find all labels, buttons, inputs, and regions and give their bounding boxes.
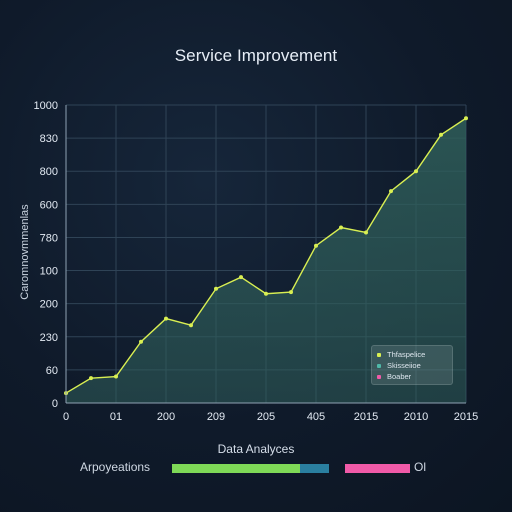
- data-point: [414, 169, 418, 174]
- legend-item: Boaber: [377, 371, 447, 382]
- y-tick-label: 600: [40, 199, 58, 211]
- x-tick-label: 209: [207, 411, 225, 423]
- x-tick-label: 200: [157, 411, 175, 423]
- data-point: [464, 116, 468, 121]
- x-tick-label: 205: [257, 411, 275, 423]
- data-points-group: [64, 116, 468, 396]
- data-point: [189, 323, 193, 328]
- bottom-legend-trailing-label: Ol: [414, 460, 426, 474]
- data-point: [339, 225, 343, 230]
- legend-swatch: [377, 374, 381, 379]
- x-tick-label: 2015: [354, 411, 378, 423]
- data-point: [89, 376, 93, 381]
- x-axis-label: Data Analyces: [217, 442, 295, 456]
- legend-label: Thfaspelice: [387, 350, 426, 359]
- data-point: [289, 290, 293, 295]
- data-point: [164, 316, 168, 321]
- y-tick-label: 830: [40, 133, 58, 145]
- data-point: [264, 291, 268, 296]
- y-tick-label: 100: [40, 266, 58, 278]
- data-point: [364, 230, 368, 235]
- data-point: [389, 189, 393, 194]
- y-tick-label: 800: [40, 166, 58, 178]
- legend-label: Skisseiioe: [387, 361, 421, 370]
- x-tick-label: 405: [307, 411, 325, 423]
- legend-label: Boaber: [387, 372, 412, 381]
- data-point: [314, 243, 318, 248]
- x-tick-labels: 0 01 200 209 205 405 2015 2010 2015: [63, 411, 478, 423]
- x-tick-label: 2010: [404, 411, 428, 423]
- bottom-legend-bar-green: [172, 464, 300, 473]
- data-point: [439, 132, 443, 137]
- y-tick-label: 230: [40, 332, 58, 344]
- x-tick-label: 2015: [454, 411, 478, 423]
- y-tick-label: 780: [40, 232, 58, 244]
- data-point: [114, 374, 118, 379]
- bottom-legend-bar-teal: [300, 464, 329, 473]
- chart-title: Service Improvement: [174, 46, 338, 65]
- legend-item: Thfaspelice: [377, 349, 447, 360]
- legend-item: Skisseiioe: [377, 360, 447, 371]
- y-tick-label: 1000: [34, 100, 58, 112]
- bottom-legend-label: Arpoyeations: [80, 460, 151, 474]
- y-tick-label: 60: [46, 365, 58, 377]
- y-tick-labels: 0 60 230 200 100 780 600 800 830 1000: [34, 100, 58, 410]
- data-point: [239, 275, 243, 280]
- bottom-legend-bar-pink: [345, 464, 410, 473]
- axis-group: [65, 105, 466, 404]
- x-tick-label: 0: [63, 411, 69, 423]
- chart-legend: Thfaspelice Skisseiioe Boaber: [371, 345, 453, 385]
- area-fill-group: [66, 118, 466, 403]
- y-tick-label: 0: [52, 398, 58, 410]
- data-point: [139, 339, 143, 344]
- y-tick-label: 200: [40, 299, 58, 311]
- bottom-legend: Arpoyeations Ol: [80, 460, 480, 476]
- x-tick-label: 01: [110, 411, 122, 423]
- data-point: [214, 286, 218, 291]
- series-area: [66, 118, 466, 403]
- legend-swatch: [377, 363, 381, 368]
- legend-swatch: [377, 352, 381, 357]
